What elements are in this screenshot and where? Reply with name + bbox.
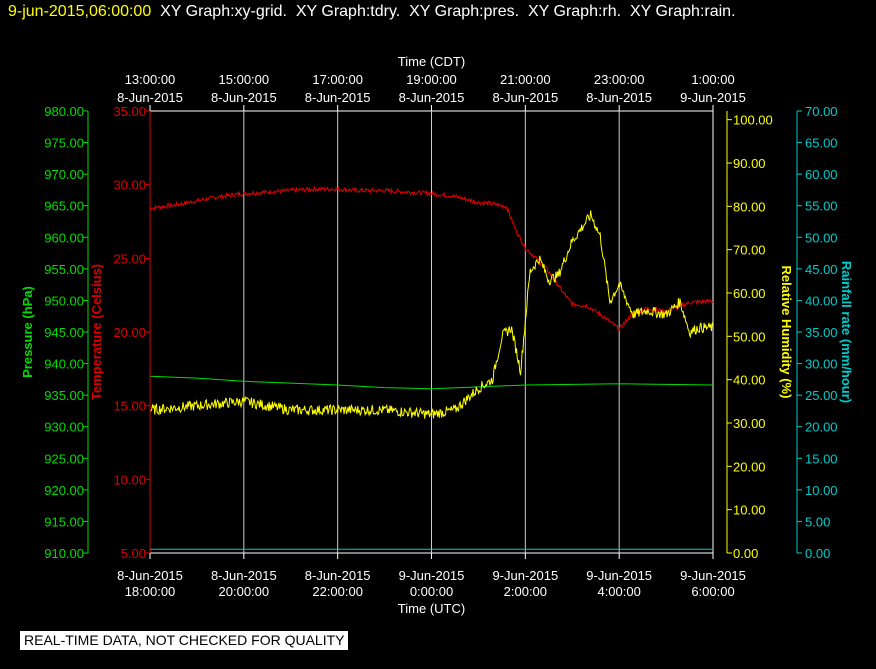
top-tick-date: 8-Jun-2015 [586,90,652,105]
bottom-axis-label: Time (UTC) [398,601,465,616]
pressure-tick-label: 940.00 [44,357,84,372]
humidity-tick-label: 0.00 [733,546,758,561]
top-tick-date: 8-Jun-2015 [492,90,558,105]
grid [243,111,620,553]
top-tick-time: 23:00:00 [594,72,645,87]
bottom-tick-date: 8-Jun-2015 [211,568,277,583]
top-tick-time: 15:00:00 [219,72,270,87]
temperature-axis-title: Temperature (Celsius) [89,264,104,400]
humidity-axis-title: Relative Humidity (%) [779,266,794,399]
temperature-tick-label: 30.00 [113,178,146,193]
top-tick-time: 19:00:00 [406,72,457,87]
pressure-tick-label: 975.00 [44,136,84,151]
rain-tick-label: 30.00 [805,357,838,372]
temperature-tick-label: 20.00 [113,325,146,340]
bottom-tick-date: 8-Jun-2015 [305,568,371,583]
bottom-tick-date: 9-Jun-2015 [492,568,558,583]
bottom-tick-time: 20:00:00 [219,584,270,599]
bottom-tick-date: 9-Jun-2015 [399,568,465,583]
quality-notice: REAL-TIME DATA, NOT CHECKED FOR QUALITY [20,631,349,650]
top-tick-date: 8-Jun-2015 [211,90,277,105]
temperature-tick-label: 10.00 [113,472,146,487]
bottom-tick-date: 9-Jun-2015 [680,568,746,583]
pressure-tick-label: 945.00 [44,325,84,340]
humidity-tick-label: 80.00 [733,199,766,214]
rain-tick-label: 5.00 [805,514,830,529]
pressure-tick-label: 965.00 [44,199,84,214]
bottom-tick-time: 18:00:00 [125,584,176,599]
temperature-series-line [149,185,714,332]
pressure-tick-label: 925.00 [44,451,84,466]
pressure-tick-label: 980.00 [44,104,84,119]
humidity-tick-label: 50.00 [733,329,766,344]
rain-axis-title: Rainfall rate (mm/hour) [839,261,854,403]
humidity-tick-label: 20.00 [733,459,766,474]
temperature-tick-label: 35.00 [113,104,146,119]
pressure-tick-label: 915.00 [44,514,84,529]
humidity-tick-label: 100.00 [733,113,773,128]
pressure-tick-label: 935.00 [44,388,84,403]
top-tick-date: 8-Jun-2015 [399,90,465,105]
top-tick-time: 21:00:00 [500,72,551,87]
humidity-tick-label: 70.00 [733,243,766,258]
bottom-tick-time: 0:00:00 [410,584,453,599]
top-tick-date: 9-Jun-2015 [680,90,746,105]
top-axis-label: Time (CDT) [398,54,465,69]
pressure-tick-label: 910.00 [44,546,84,561]
bottom-tick-date: 9-Jun-2015 [586,568,652,583]
rain-tick-label: 15.00 [805,451,838,466]
rain-tick-label: 70.00 [805,104,838,119]
axes: 8-Jun-201518:00:0013:00:008-Jun-20158-Ju… [20,54,854,616]
rain-tick-label: 65.00 [805,136,838,151]
rain-tick-label: 40.00 [805,293,838,308]
pressure-tick-label: 920.00 [44,483,84,498]
pressure-axis-title: Pressure (hPa) [20,286,35,378]
pressure-tick-label: 960.00 [44,230,84,245]
rain-tick-label: 10.00 [805,483,838,498]
pressure-tick-label: 955.00 [44,262,84,277]
rain-tick-label: 20.00 [805,420,838,435]
top-tick-time: 13:00:00 [125,72,176,87]
bottom-tick-time: 2:00:00 [504,584,547,599]
humidity-tick-label: 10.00 [733,503,766,518]
pressure-tick-label: 930.00 [44,420,84,435]
pressure-series-line [149,375,714,390]
humidity-tick-label: 30.00 [733,416,766,431]
rain-tick-label: 35.00 [805,325,838,340]
top-tick-date: 8-Jun-2015 [305,90,371,105]
bottom-tick-time: 4:00:00 [597,584,640,599]
bottom-tick-date: 8-Jun-2015 [117,568,183,583]
humidity-tick-label: 90.00 [733,156,766,171]
rain-tick-label: 25.00 [805,388,838,403]
temperature-tick-label: 5.00 [121,546,146,561]
rain-tick-label: 50.00 [805,230,838,245]
graph-list: XY Graph:xy-grid. XY Graph:tdry. XY Grap… [151,3,736,20]
rain-tick-label: 0.00 [805,546,830,561]
pressure-tick-label: 950.00 [44,293,84,308]
timestamp: 9-jun-2015,06:00:00 [8,3,152,20]
top-tick-date: 8-Jun-2015 [117,90,183,105]
series-lines [149,185,714,550]
bottom-tick-time: 22:00:00 [312,584,363,599]
pressure-tick-label: 970.00 [44,167,84,182]
humidity-series-line [149,210,714,419]
temperature-tick-label: 15.00 [113,399,146,414]
temperature-tick-label: 25.00 [113,251,146,266]
rain-tick-label: 60.00 [805,167,838,182]
rain-tick-label: 45.00 [805,262,838,277]
graph-title: 9-jun-2015,06:00:00 XY Graph:xy-grid. XY… [8,3,736,21]
humidity-tick-label: 60.00 [733,286,766,301]
bottom-tick-time: 6:00:00 [691,584,734,599]
humidity-tick-label: 40.00 [733,373,766,388]
rain-tick-label: 55.00 [805,199,838,214]
top-tick-time: 1:00:00 [691,72,734,87]
top-tick-time: 17:00:00 [312,72,363,87]
